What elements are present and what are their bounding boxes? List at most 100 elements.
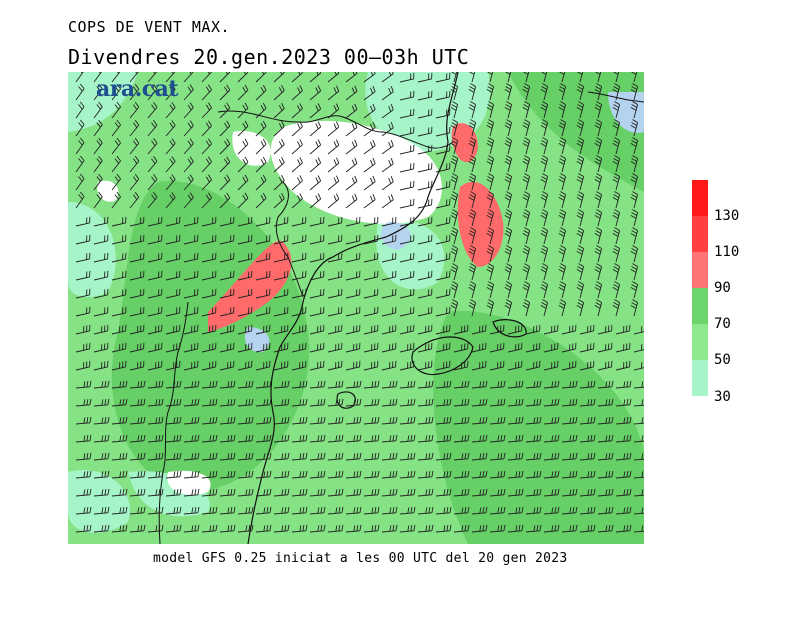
wind-barb-feather bbox=[521, 398, 524, 405]
gust-zone-90-110 bbox=[451, 123, 478, 163]
wind-barb bbox=[489, 194, 495, 209]
wind-barb-feather bbox=[632, 281, 638, 285]
wind-barb-feather bbox=[626, 453, 629, 460]
wind-barb bbox=[111, 312, 126, 317]
wind-barb-feather bbox=[83, 381, 86, 388]
wind-barb bbox=[147, 72, 157, 83]
wind-barb bbox=[93, 422, 108, 425]
wind-barb-feather bbox=[452, 83, 458, 87]
wind-barb-feather bbox=[299, 453, 302, 460]
wind-barb bbox=[273, 108, 285, 119]
wind-barb-feather bbox=[158, 417, 161, 424]
wind-barb-feather bbox=[114, 194, 120, 200]
wind-barb-feather bbox=[83, 399, 86, 406]
wind-barb bbox=[183, 530, 198, 533]
wind-barb-feather bbox=[524, 173, 530, 177]
wind-barb bbox=[489, 122, 495, 137]
wind-barb bbox=[489, 386, 504, 389]
wind-barb bbox=[561, 302, 567, 317]
wind-barb-feather bbox=[227, 435, 230, 442]
wind-barb-feather bbox=[541, 212, 548, 216]
wind-barb-feather bbox=[504, 215, 511, 219]
wind-barb-feather bbox=[153, 138, 158, 144]
wind-barb bbox=[291, 144, 303, 155]
wind-barb-feather bbox=[89, 452, 92, 459]
wind-barb-feather bbox=[351, 141, 356, 148]
wind-barb bbox=[309, 366, 324, 371]
wind-barb-feather bbox=[629, 524, 632, 531]
wind-barb bbox=[165, 161, 176, 173]
wind-barb bbox=[291, 476, 306, 479]
wind-barb-feather bbox=[194, 507, 197, 514]
wind-barb-feather bbox=[450, 125, 457, 129]
wind-barb-feather bbox=[612, 107, 619, 111]
wind-barb bbox=[381, 512, 396, 515]
wind-barb-feather bbox=[248, 381, 251, 388]
wind-barb-feather bbox=[443, 435, 446, 442]
wind-barb bbox=[597, 302, 603, 317]
wind-barb-feather bbox=[323, 488, 326, 495]
wind-barb-feather bbox=[287, 506, 290, 513]
wind-barb-feather bbox=[452, 137, 458, 141]
wind-barb bbox=[111, 386, 126, 389]
wind-barb-feather bbox=[413, 452, 416, 459]
wind-barb-feather bbox=[315, 159, 319, 166]
wind-barb-feather bbox=[630, 233, 637, 237]
wind-barb bbox=[471, 140, 477, 155]
wind-barb bbox=[435, 348, 450, 353]
wind-barb-feather bbox=[372, 121, 376, 128]
wind-barb bbox=[471, 366, 486, 371]
wind-barb-feather bbox=[533, 471, 536, 478]
wind-barb-feather bbox=[450, 143, 457, 147]
wind-barb-feather bbox=[302, 399, 305, 406]
wind-barb-feather bbox=[446, 417, 449, 424]
wind-barb bbox=[255, 179, 267, 191]
wind-barb-feather bbox=[452, 227, 458, 231]
wind-barb bbox=[507, 248, 513, 263]
wind-barb bbox=[75, 458, 90, 461]
wind-barb-feather bbox=[155, 471, 158, 478]
wind-barb-feather bbox=[266, 381, 269, 388]
wind-barb bbox=[147, 512, 162, 515]
wind-barb-feather bbox=[614, 299, 620, 303]
wind-barb bbox=[507, 404, 522, 407]
wind-barb bbox=[183, 294, 198, 299]
wind-barb-feather bbox=[299, 525, 302, 532]
wind-barb bbox=[93, 312, 108, 317]
wind-barb bbox=[417, 330, 432, 335]
wind-barb-feather bbox=[523, 176, 530, 180]
wind-barb bbox=[561, 422, 576, 425]
wind-barb-feather bbox=[630, 161, 637, 165]
wind-barb bbox=[489, 330, 504, 335]
wind-barb bbox=[165, 143, 176, 155]
wind-barb bbox=[471, 348, 486, 353]
wind-barb-feather bbox=[569, 417, 572, 424]
wind-barb-feather bbox=[631, 176, 638, 180]
wind-barb-feather bbox=[299, 193, 303, 199]
wind-barb-feather bbox=[470, 173, 476, 177]
wind-barb bbox=[273, 440, 288, 443]
wind-barb bbox=[291, 494, 306, 497]
wind-barb-feather bbox=[125, 434, 128, 441]
wind-barb-feather bbox=[631, 86, 638, 90]
wind-barb-feather bbox=[506, 119, 512, 123]
legend-label: 130 bbox=[714, 208, 740, 224]
wind-barb bbox=[453, 230, 459, 245]
wind-barb-feather bbox=[593, 434, 596, 441]
wind-barb-feather bbox=[479, 417, 482, 424]
wind-barb-feather bbox=[431, 506, 434, 513]
wind-barb bbox=[93, 366, 108, 371]
wind-barb-feather bbox=[560, 101, 566, 105]
wind-barb-feather bbox=[595, 212, 602, 216]
wind-barb-feather bbox=[554, 507, 557, 514]
wind-barb bbox=[273, 494, 288, 497]
wind-barb bbox=[291, 366, 306, 371]
wind-barb bbox=[579, 140, 585, 155]
wind-barb-feather bbox=[464, 381, 467, 388]
wind-barb bbox=[435, 530, 450, 533]
brand-logo[interactable]: ara.cat bbox=[96, 76, 179, 102]
wind-barb-feather bbox=[98, 72, 101, 74]
wind-barb-feather bbox=[209, 417, 212, 424]
wind-barb-feather bbox=[356, 453, 359, 460]
wind-barb-feather bbox=[470, 119, 476, 123]
